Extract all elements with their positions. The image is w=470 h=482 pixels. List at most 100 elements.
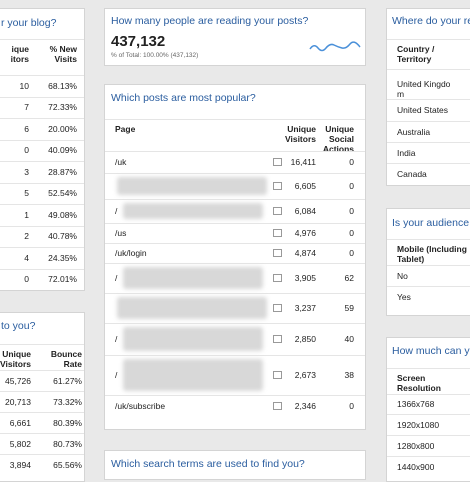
table-cell: 68.13% <box>48 80 77 91</box>
table-cell: 40 <box>344 334 354 344</box>
table-cell: 2,850 <box>294 334 316 344</box>
separator <box>0 344 84 345</box>
table-cell: 6,605 <box>294 181 316 191</box>
table-cell: 6 <box>24 123 29 134</box>
table-cell: 80.73% <box>53 438 82 449</box>
external-link-icon <box>273 274 282 282</box>
table-cell: / <box>115 334 118 344</box>
external-link-icon <box>273 371 282 379</box>
table-cell: 20,713 <box>5 396 31 407</box>
table-cell: 3 <box>24 166 29 177</box>
table-cell: 3,905 <box>294 273 316 283</box>
widget: Is your audience r Mobile (Including Tabl… <box>386 208 470 316</box>
redacted <box>123 267 263 289</box>
separator <box>387 394 470 395</box>
table-cell: 4,874 <box>294 248 316 258</box>
separator <box>0 161 84 162</box>
separator <box>0 412 84 413</box>
separator <box>0 391 84 392</box>
table-cell: 1920x1080 <box>397 419 440 430</box>
table-cell: 72.33% <box>48 102 77 113</box>
widget-title: to you? <box>1 320 36 332</box>
table-cell: 5,802 <box>9 438 31 449</box>
separator <box>0 225 84 227</box>
table-cell: 0 <box>349 157 354 167</box>
external-link-icon <box>273 182 282 190</box>
widget: Where do your re Country / Territory Unite… <box>386 8 470 186</box>
separator <box>105 243 365 244</box>
separator <box>387 286 470 287</box>
separator <box>105 223 365 224</box>
table-cell: / <box>115 273 118 283</box>
column-header: Bounce Rate <box>50 349 82 369</box>
table-cell: 1366x768 <box>397 399 435 409</box>
table-cell: 3,894 <box>9 459 31 470</box>
separator <box>0 118 84 119</box>
separator <box>387 239 470 240</box>
table-cell: 4,976 <box>294 228 316 238</box>
table-cell: No <box>397 270 408 281</box>
separator <box>0 182 84 184</box>
column-header: Unique Social Actions <box>322 124 354 154</box>
separator <box>387 39 470 40</box>
table-cell: / <box>115 370 118 380</box>
table-cell: 38 <box>344 370 354 380</box>
widget: How much can you Screen Resolution 1366x76… <box>386 337 470 482</box>
redacted <box>117 177 267 195</box>
table-cell: 2,673 <box>294 370 316 380</box>
widget: Which search terms are used to find you? <box>104 450 366 480</box>
separator <box>387 414 470 415</box>
table-cell: 0 <box>24 145 29 156</box>
column-header: Mobile (Including Tablet) <box>397 244 467 264</box>
table-cell: 6,661 <box>9 417 31 428</box>
separator <box>105 323 365 324</box>
page: r your blog? ique itors% New Visits 10 68.1… <box>0 8 470 482</box>
table-cell: 52.54% <box>48 188 77 199</box>
separator <box>387 142 470 143</box>
table-cell: 40.78% <box>48 231 77 242</box>
widget-title: How many people are reading your posts? <box>111 15 309 27</box>
separator <box>105 355 365 356</box>
redacted <box>123 327 263 351</box>
external-link-icon <box>273 229 282 237</box>
widget: Which posts are most popular? Page Unique … <box>104 84 366 430</box>
table-cell: 65.56% <box>53 459 82 470</box>
separator <box>387 435 470 436</box>
table-cell: 0 <box>349 206 354 216</box>
separator <box>0 268 84 270</box>
external-link-icon <box>273 335 282 343</box>
table-cell: United Kingdo m <box>397 79 451 99</box>
column-header: Page <box>115 124 136 134</box>
table-cell: 0 <box>349 248 354 258</box>
table-cell: 80.39% <box>53 417 82 428</box>
table-cell: 73.32% <box>53 396 82 407</box>
external-link-icon <box>273 249 282 257</box>
separator <box>105 119 365 120</box>
table-cell: 72.01% <box>48 274 77 285</box>
table-cell: 20.00% <box>48 123 77 134</box>
widget-title: Which posts are most popular? <box>111 92 256 104</box>
separator <box>105 293 365 294</box>
column-header: ique itors <box>10 44 29 64</box>
table-cell: 49.08% <box>48 209 77 220</box>
separator <box>105 263 365 264</box>
separator <box>105 199 365 200</box>
external-link-icon <box>273 402 282 410</box>
table-cell: /uk/subscribe <box>115 401 166 411</box>
table-cell: 0 <box>24 274 29 285</box>
separator <box>105 395 365 396</box>
table-cell: 59 <box>344 303 354 313</box>
widget: to you? Unique Visitors Bounce Rate 45,726 6… <box>0 312 85 482</box>
metric-total: 437,132 <box>111 33 166 50</box>
separator <box>387 265 470 266</box>
widget-title: Which search terms are used to find you? <box>111 458 305 470</box>
table-cell: 24.35% <box>48 252 77 263</box>
separator <box>0 75 84 76</box>
table-cell: /uk/login <box>115 248 147 258</box>
widget-title: Is your audience r <box>392 217 470 229</box>
table-cell: 10 <box>19 80 29 91</box>
table-cell: /uk <box>115 157 127 167</box>
table-cell: India <box>397 147 416 158</box>
table-cell: United States <box>397 105 449 115</box>
separator <box>387 456 470 457</box>
